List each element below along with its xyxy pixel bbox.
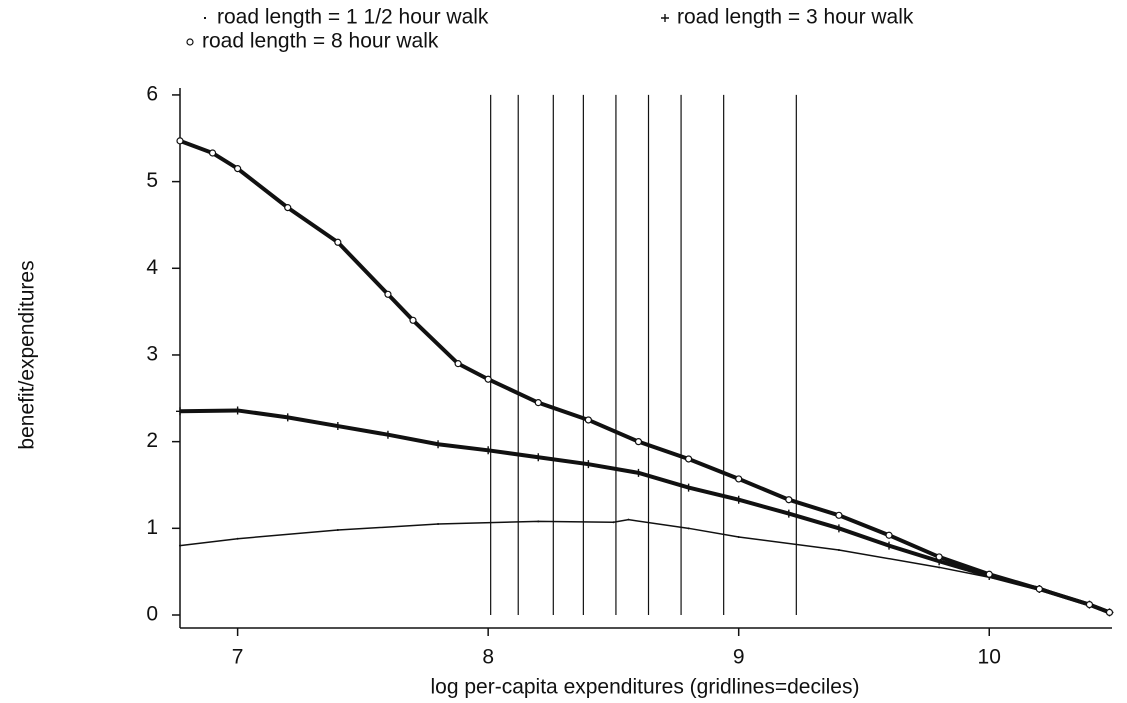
x-tick-label: 7	[232, 646, 244, 669]
y-tick-label: 6	[146, 82, 158, 105]
marker	[336, 529, 339, 532]
legend-label: road length = 1 1/2 hour walk	[217, 6, 489, 29]
marker	[935, 553, 943, 561]
marker	[785, 496, 793, 504]
marker	[333, 422, 342, 431]
marker	[484, 446, 493, 455]
marker	[283, 413, 292, 422]
marker	[737, 535, 740, 538]
marker	[284, 204, 292, 212]
marker	[612, 521, 615, 524]
legend-marker	[186, 38, 194, 46]
marker	[684, 483, 693, 492]
marker	[1085, 600, 1094, 609]
marker	[837, 548, 840, 551]
y-tick-label: 4	[146, 256, 158, 279]
marker	[985, 570, 993, 578]
legend-label: road length = 3 hour walk	[677, 6, 914, 29]
marker	[334, 238, 342, 246]
marker	[434, 440, 443, 449]
marker	[584, 416, 592, 424]
marker	[834, 524, 843, 533]
y-tick-label: 3	[146, 343, 158, 366]
y-tick-label: 1	[146, 516, 158, 539]
x-tick-label: 9	[733, 646, 745, 669]
marker	[734, 495, 743, 504]
y-tick-label: 5	[146, 169, 158, 192]
legend-label: road length = 8 hour walk	[202, 30, 439, 53]
x-tick-label: 8	[482, 646, 494, 669]
series-line	[179, 138, 1111, 615]
y-axis-label: benefit/expenditures	[16, 260, 39, 449]
marker	[484, 375, 492, 383]
marker	[784, 509, 793, 518]
x-axis-label: log per-capita expenditures (gridlines=d…	[431, 676, 860, 699]
marker	[627, 518, 630, 521]
marker	[534, 453, 543, 462]
x-tick-label: 10	[978, 646, 1001, 669]
legend-marker	[661, 14, 669, 22]
marker	[735, 475, 743, 483]
marker	[835, 511, 843, 519]
marker	[1105, 608, 1114, 616]
marker	[634, 468, 643, 477]
y-tick-label: 2	[146, 429, 158, 452]
marker	[584, 460, 593, 469]
marker	[176, 407, 184, 416]
marker	[534, 399, 542, 407]
marker	[634, 438, 643, 446]
marker	[454, 360, 462, 368]
marker	[384, 290, 392, 298]
marker	[437, 522, 440, 525]
marker	[687, 527, 690, 530]
series-line	[179, 408, 1111, 615]
marker	[684, 455, 693, 463]
marker	[409, 316, 417, 324]
marker	[383, 430, 392, 439]
marker	[234, 165, 242, 173]
marker	[179, 544, 181, 547]
marker	[885, 531, 893, 539]
marker	[885, 541, 894, 550]
marker	[208, 149, 217, 157]
marker	[537, 520, 540, 523]
y-tick-label: 0	[146, 603, 158, 626]
marker	[938, 566, 941, 569]
marker	[176, 137, 184, 145]
marker	[1035, 585, 1043, 593]
marker	[236, 537, 239, 540]
marker	[233, 406, 242, 415]
